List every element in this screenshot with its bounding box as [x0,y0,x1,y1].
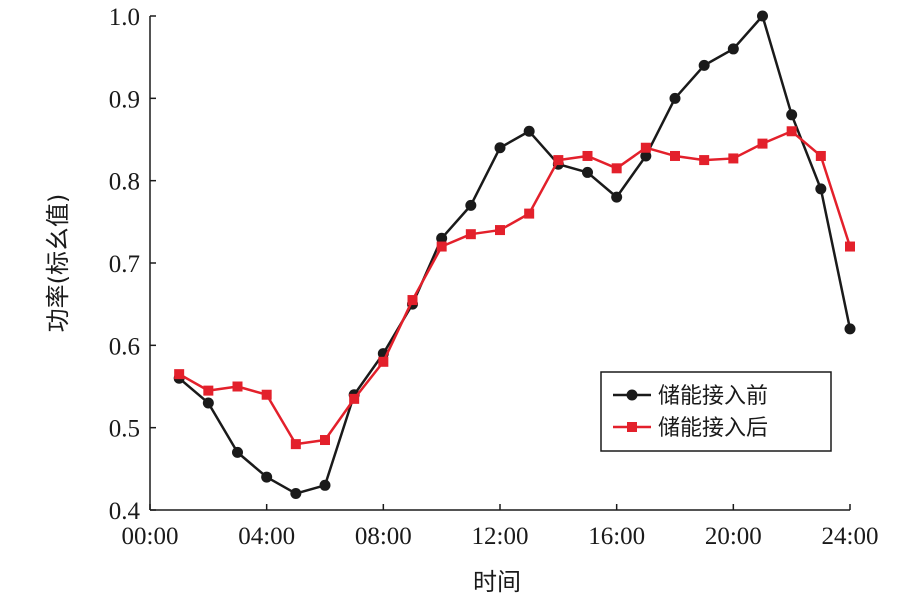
y-tick-label: 0.5 [109,416,140,443]
x-tick-label: 12:00 [472,523,529,550]
x-tick-label: 00:00 [122,523,179,550]
data-point-before [757,10,768,22]
data-point-before [698,59,710,71]
y-tick-label: 1.0 [109,4,140,31]
data-point-before [611,191,623,203]
data-point-before [815,183,827,195]
data-point-after [261,389,272,400]
data-point-after [349,393,360,404]
legend-label-after: 储能接入后 [658,416,768,441]
data-point-after [699,155,710,166]
data-point-after [815,150,826,161]
data-point-before [523,125,535,137]
data-point-after [524,208,535,219]
data-point-before [436,232,448,244]
y-ticks: 0.4 0.5 0.6 0.7 0.8 0.9 1.0 [109,4,156,525]
series-layer [173,10,856,500]
data-point-before [582,166,593,178]
data-point-after [670,150,680,161]
series-line-before [178,14,852,495]
y-tick-label: 0.4 [109,498,141,525]
data-point-after [436,241,447,252]
y-axis-title: 功率(标幺值) [44,194,72,333]
legend-marker-before [626,389,638,401]
data-point-after [845,241,855,252]
legend: 储能接入前 储能接入后 [600,371,832,452]
data-point-before [727,43,739,55]
y-tick-label: 0.8 [109,169,140,196]
data-point-after [203,385,214,396]
legend-label-before: 储能接入前 [658,384,768,409]
data-point-before [494,142,506,154]
x-tick-label: 04:00 [238,523,295,550]
y-tick-label: 0.6 [109,333,140,360]
data-point-before [465,199,477,211]
y-tick-label: 0.9 [109,86,140,113]
data-point-after [786,126,797,137]
data-point-after [320,435,330,446]
data-point-after [728,153,739,164]
data-point-after [232,381,243,392]
data-point-before [669,92,681,104]
data-point-before [640,150,652,162]
data-point-before [290,488,302,500]
x-tick-label: 16:00 [588,523,645,550]
data-point-after [407,295,418,306]
data-point-before [261,471,273,483]
data-point-after [465,229,476,240]
x-axis-title: 时间 [473,568,521,596]
data-point-after [757,138,768,149]
data-point-after [378,356,389,367]
legend-box [600,371,832,452]
x-tick-label: 24:00 [822,523,879,550]
data-point-after [582,150,593,161]
x-tick-label: 08:00 [355,523,412,550]
legend-marker-after [627,422,637,432]
data-point-after [290,439,301,450]
y-tick-label: 0.7 [109,251,140,278]
data-point-after [611,163,622,174]
series-after [174,126,855,450]
data-point-before [786,109,798,121]
data-point-after [495,225,505,236]
data-point-after [553,155,564,166]
data-point-after [640,142,651,153]
data-point-before [319,479,331,491]
x-ticks: 00:00 04:00 08:00 12:00 16:00 20:00 24:00 [122,504,879,550]
data-point-after [174,369,185,380]
data-point-before [844,323,856,335]
data-point-before [232,446,243,458]
x-tick-label: 20:00 [705,523,762,550]
data-point-before [202,397,214,409]
